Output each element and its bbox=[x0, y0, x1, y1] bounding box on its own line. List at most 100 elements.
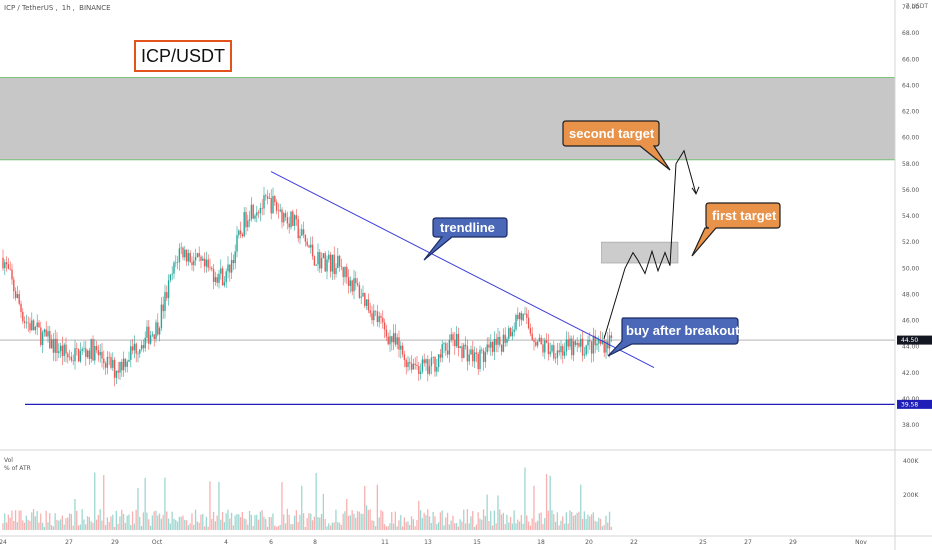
volume-bar bbox=[428, 516, 431, 530]
price-tick-label: 66.00 bbox=[902, 56, 919, 63]
candle-body bbox=[468, 354, 470, 362]
volume-bar bbox=[338, 522, 341, 530]
volume-bar bbox=[596, 521, 598, 530]
candle-body bbox=[22, 311, 24, 322]
volume-bar bbox=[461, 521, 463, 530]
candle-body bbox=[142, 345, 145, 349]
volume-bar bbox=[283, 514, 285, 530]
volume-bar bbox=[4, 513, 6, 530]
volume-bar bbox=[373, 520, 375, 530]
volume-bar bbox=[560, 520, 562, 530]
candle-body bbox=[470, 349, 472, 355]
volume-bar bbox=[216, 515, 218, 530]
volume-bar bbox=[9, 517, 11, 530]
candle-body bbox=[407, 362, 409, 368]
candle-body bbox=[238, 230, 240, 236]
candle-body bbox=[599, 339, 602, 344]
volume-bar bbox=[293, 515, 296, 530]
symbol-text-box[interactable]: ICP/USDT bbox=[134, 40, 233, 72]
candle-body bbox=[38, 322, 40, 328]
current-price-tag: 44.50 bbox=[897, 335, 932, 345]
candle-body bbox=[412, 363, 415, 370]
volume-bar bbox=[297, 522, 299, 530]
interval[interactable]: 1h bbox=[61, 4, 71, 12]
candle-body bbox=[59, 345, 62, 352]
candle-body bbox=[212, 269, 215, 282]
volume-tick-label: 200K bbox=[903, 492, 919, 499]
volume-bar bbox=[481, 519, 483, 530]
volume-bar bbox=[362, 513, 364, 530]
volume-bar bbox=[45, 510, 47, 530]
volume-bar bbox=[331, 522, 333, 530]
volume-bar bbox=[421, 518, 423, 530]
candle-body bbox=[202, 258, 204, 261]
candle-body bbox=[536, 341, 539, 346]
volume-bars bbox=[2, 467, 612, 530]
candle-body bbox=[257, 212, 260, 214]
symbol-name[interactable]: ICP / TetherUS bbox=[4, 4, 54, 12]
volume-bar bbox=[425, 515, 427, 530]
candle-body bbox=[140, 345, 143, 350]
candle-body bbox=[340, 266, 343, 268]
candle-body bbox=[477, 353, 479, 370]
volume-bar bbox=[275, 526, 278, 530]
volume-bar bbox=[556, 512, 558, 530]
volume-bar bbox=[229, 518, 231, 530]
svg-text:39.58: 39.58 bbox=[901, 401, 918, 408]
candle-body bbox=[529, 328, 532, 334]
volume-bar bbox=[466, 509, 468, 530]
volume-bar bbox=[198, 522, 200, 530]
volume-bar bbox=[562, 516, 564, 530]
volume-bar bbox=[167, 518, 170, 530]
candle-body bbox=[319, 252, 321, 269]
volume-bar bbox=[146, 512, 148, 530]
volume-bar bbox=[574, 514, 576, 530]
volume-bar bbox=[270, 517, 272, 530]
volume-bar bbox=[263, 516, 265, 530]
volume-bar bbox=[103, 475, 105, 530]
volume-bar bbox=[47, 522, 49, 530]
callout-first-target-text: first target bbox=[712, 208, 777, 223]
volume-bar bbox=[412, 519, 414, 530]
candle-body bbox=[92, 339, 94, 361]
volume-bar bbox=[491, 525, 494, 530]
volume-bar bbox=[524, 467, 526, 530]
volume-bar bbox=[529, 525, 531, 530]
volume-bar bbox=[394, 511, 396, 530]
callout-trendline[interactable]: trendline bbox=[423, 217, 508, 261]
candle-body bbox=[65, 344, 67, 354]
projection-path[interactable] bbox=[603, 149, 697, 339]
callout-first-target[interactable]: first target bbox=[691, 202, 781, 257]
volume-bar bbox=[230, 512, 233, 530]
candle-body bbox=[538, 337, 541, 342]
candle-body bbox=[380, 316, 382, 318]
candle-body bbox=[108, 356, 110, 358]
callout-second-target[interactable]: second target bbox=[562, 120, 671, 171]
callout-buy-after-breakout[interactable]: buy after breakout bbox=[607, 317, 740, 357]
volume-bar bbox=[169, 523, 171, 530]
volume-bar bbox=[67, 517, 69, 530]
candle-body bbox=[232, 259, 235, 264]
volume-bar bbox=[551, 510, 553, 530]
callout-second-target-text: second target bbox=[569, 126, 655, 141]
candle-body bbox=[481, 349, 483, 351]
candle-body bbox=[176, 262, 179, 263]
candle-body bbox=[223, 282, 226, 286]
volume-bar bbox=[178, 516, 180, 530]
time-tick-label: 15 bbox=[473, 539, 481, 546]
candle-body bbox=[27, 322, 29, 324]
volume-bar bbox=[401, 526, 404, 530]
volume-bar bbox=[310, 513, 312, 530]
first-target-zone[interactable] bbox=[601, 241, 679, 264]
volume-bar bbox=[248, 510, 251, 530]
volume-bar bbox=[437, 522, 440, 530]
volume-bar bbox=[455, 523, 458, 530]
trendline[interactable] bbox=[270, 171, 655, 368]
candle-body bbox=[164, 292, 166, 312]
candle-body bbox=[148, 326, 150, 344]
candle-body bbox=[581, 338, 584, 356]
volume-bar bbox=[290, 524, 292, 530]
candle-body bbox=[511, 331, 514, 337]
candle-body bbox=[185, 249, 188, 262]
